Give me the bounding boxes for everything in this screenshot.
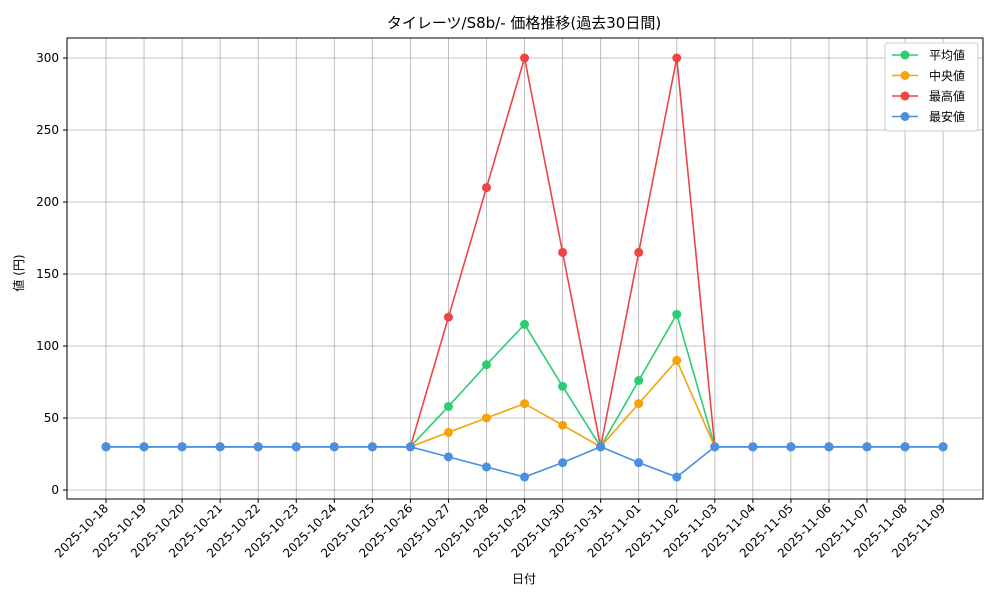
data-point (329, 442, 339, 452)
data-point (634, 376, 644, 386)
data-point (520, 399, 530, 409)
legend-box (884, 42, 979, 132)
data-point (482, 462, 491, 472)
data-point (634, 247, 644, 257)
series-group (101, 53, 948, 482)
grid-lines (67, 38, 983, 499)
data-point (558, 458, 568, 468)
legend-item: 最安値 (892, 109, 965, 124)
data-point (101, 442, 111, 452)
data-point (786, 442, 796, 452)
data-point (596, 442, 606, 452)
series-3 (101, 442, 948, 482)
data-point (558, 420, 568, 430)
data-point (291, 442, 301, 452)
data-point (520, 319, 530, 329)
y-axis-title: 値 (円) (11, 254, 26, 291)
y-tick-label: 50 (44, 411, 59, 425)
data-point (558, 381, 568, 391)
legend-item: 最高値 (892, 89, 965, 104)
y-axis-ticks: 0 50 100 150 200 250 300 (36, 51, 67, 497)
legend-marker (900, 71, 910, 80)
data-point (443, 452, 453, 462)
y-tick-label: 200 (36, 195, 59, 209)
data-point (710, 442, 720, 452)
data-point (367, 442, 377, 452)
data-point (824, 442, 834, 452)
y-tick-label: 250 (36, 123, 59, 137)
data-point (443, 312, 453, 322)
data-point (215, 442, 225, 452)
data-point (520, 53, 530, 63)
legend-label: 最高値 (929, 89, 965, 104)
legend-label: 平均値 (929, 48, 965, 63)
y-tick-label: 300 (36, 51, 59, 65)
data-point (634, 399, 644, 409)
data-point (443, 427, 453, 437)
data-point (482, 183, 491, 193)
legend-marker (900, 50, 910, 60)
y-tick-label: 150 (36, 267, 59, 281)
data-point (634, 458, 644, 468)
data-point (900, 442, 910, 452)
data-point (482, 360, 491, 370)
data-point (938, 442, 948, 452)
data-point (139, 442, 149, 452)
data-point (672, 309, 682, 319)
data-point (443, 401, 453, 411)
data-point (672, 53, 682, 63)
data-point (482, 413, 491, 423)
data-point (672, 472, 682, 482)
y-tick-label: 0 (51, 483, 59, 497)
legend-label: 最安値 (929, 109, 965, 124)
legend-label: 中央値 (929, 68, 965, 83)
chart-title: タイレーツ/S8b/- 価格推移(過去30日間) (387, 14, 661, 32)
legend-marker (900, 91, 910, 101)
data-point (253, 442, 263, 452)
data-point (520, 472, 530, 482)
legend-marker (900, 112, 910, 121)
data-point (672, 355, 682, 365)
data-point (177, 442, 187, 452)
x-axis-title: 日付 (512, 572, 536, 586)
legend-item: 中央値 (892, 68, 965, 83)
legend-item: 平均値 (892, 48, 965, 63)
y-tick-label: 100 (36, 339, 59, 353)
data-point (405, 442, 415, 452)
data-point (748, 442, 758, 452)
data-point (862, 442, 872, 452)
data-point (558, 247, 568, 257)
